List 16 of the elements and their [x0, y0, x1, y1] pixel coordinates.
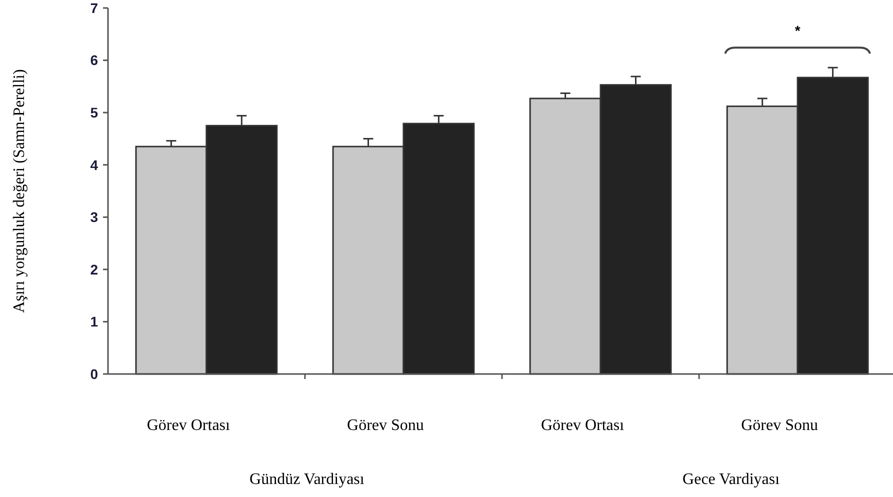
- y-tick-label: 7: [90, 0, 98, 16]
- text: Gündüz Vardiyası: [250, 471, 365, 488]
- x-tick-label: Görev Sonu: [347, 417, 424, 434]
- y-tick-label: 1: [90, 314, 98, 330]
- y-tick-label: 5: [90, 104, 98, 120]
- y-tick-label: 6: [90, 52, 98, 68]
- y-axis-title: Aşırı yorgunluk değeri (Samn-Perelli): [11, 69, 28, 313]
- x-tick-label: Görev Ortası: [540, 417, 625, 434]
- y-tick-label: 3: [90, 209, 98, 226]
- y-tick-label: 4: [90, 156, 98, 173]
- x-tick-label: Görev Ortası: [146, 417, 231, 434]
- x-tick-label: Görev Sonu: [741, 417, 818, 434]
- text: Gece Vardiyası: [682, 471, 780, 488]
- annotation: *: [794, 22, 801, 39]
- y-tick-label: 0: [90, 366, 98, 382]
- y-tick-label: 2: [90, 261, 98, 278]
